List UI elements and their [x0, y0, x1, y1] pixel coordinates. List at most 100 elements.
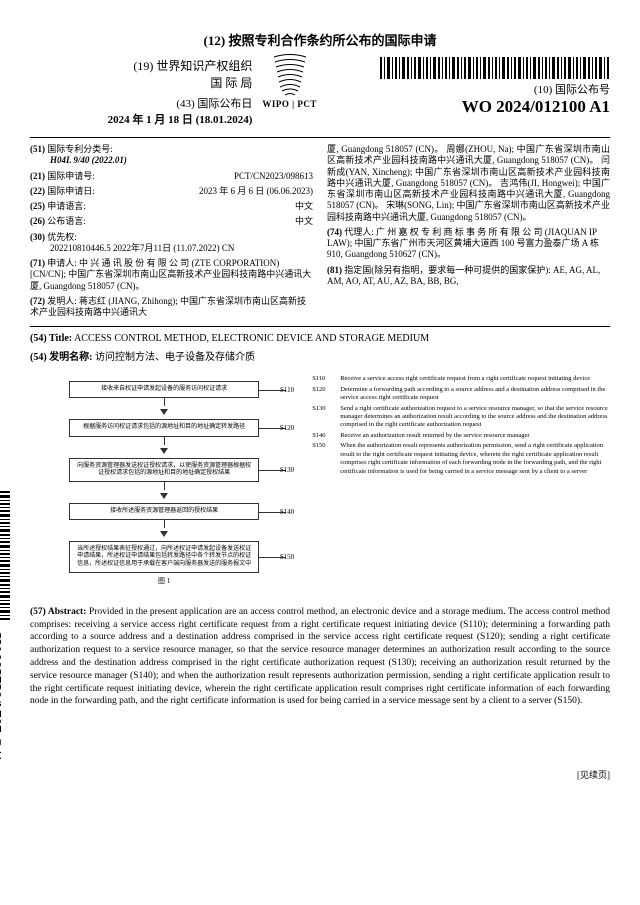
- flow-label-2: S120: [280, 424, 294, 432]
- header-right: (10) 国际公布号 WO 2024/012100 A1: [327, 57, 610, 117]
- field-26-txt: 公布语言:: [47, 216, 86, 226]
- field-51: (51) 国际专利分类号: H04L 9/40 (2022.01): [30, 144, 313, 167]
- flow-box-2-text: 根据服务访问权证请求包括的源地址和目的地址确定转发路径: [83, 424, 245, 430]
- wipo-logo-block: WIPO | PCT: [262, 53, 316, 109]
- field-81-txt: 指定国(除另有指明，要求每一种可提供的国家保护): AE, AG, AL, AM…: [327, 265, 600, 286]
- flow-box-1-text: 接收来自权证申请发起设备的服务访问权证请求: [101, 386, 227, 392]
- field-74-lbl: (74): [327, 227, 342, 237]
- step-row: S140Receive an authorization result retu…: [312, 432, 610, 440]
- field-30-lbl: (30): [30, 232, 45, 242]
- pub-date-value: 2024 年 1 月 18 日 (18.01.2024): [30, 111, 252, 127]
- field-74: (74) 代理人: 广 州 嘉 权 专 利 商 标 事 务 所 有 限 公 司 …: [327, 227, 610, 261]
- step-desc: When the authorization result represents…: [340, 442, 610, 476]
- flow-label-5: S150: [280, 553, 294, 561]
- wipo-logo-icon: [268, 53, 312, 99]
- right-column: 厦, Guangdong 518057 (CN)。 周娜(ZHOU, Na); …: [327, 144, 610, 322]
- pub-date-label: (43) 国际公布日: [30, 95, 252, 111]
- figure-caption: 图 1: [40, 576, 288, 586]
- step-desc: Determine a forwarding path according to…: [340, 386, 610, 403]
- inventors-continued: 厦, Guangdong 518057 (CN)。 周娜(ZHOU, Na); …: [327, 144, 610, 223]
- step-desc: Receive an authorization result returned…: [340, 432, 610, 440]
- field-30-val: 202210810446.5 2022年7月11日 (11.07.2022) C…: [30, 243, 313, 254]
- step-sn: S150: [312, 442, 340, 476]
- title-zh-lbl: (54) 发明名称:: [30, 352, 93, 363]
- field-21-txt: 国际申请号:: [47, 171, 95, 181]
- field-22: (22) 国际申请日: 2023 年 6 月 6 日 (06.06.2023): [30, 186, 313, 197]
- flow-label-1: S110: [280, 386, 294, 394]
- field-25-txt: 申请语言:: [47, 201, 86, 211]
- step-row: S150When the authorization result repres…: [312, 442, 610, 476]
- field-71: (71) 申请人: 中 兴 通 讯 股 份 有 限 公 司 (ZTE CORPO…: [30, 258, 313, 292]
- field-22-txt: 国际申请日:: [47, 186, 95, 196]
- title-zh-text: 访问控制方法、电子设备及存储介质: [95, 352, 255, 363]
- field-22-val: 2023 年 6 月 6 日 (06.06.2023): [199, 186, 313, 197]
- abstract: (57) Abstract: Provided in the present a…: [30, 606, 610, 709]
- title-en-text: ACCESS CONTROL METHOD, ELECTRONIC DEVICE…: [74, 333, 429, 344]
- title-zh: (54) 发明名称: 访问控制方法、电子设备及存储介质: [30, 348, 610, 363]
- side-barcode-block: WO 2024/012100 A1: [0, 403, 10, 763]
- step-text-block: S110Receive a service access right certi…: [312, 375, 610, 478]
- abstract-text: Provided in the present application are …: [30, 607, 610, 707]
- flow-box-3: 向服务资源管理器发送权证授权请求，以使服务资源管理器根据权证授权请求包括的源地址…: [69, 458, 259, 482]
- flowchart: 接收来自权证申请发起设备的服务访问权证请求 S110 根据服务访问权证请求包括的…: [30, 375, 298, 592]
- field-26-val: 中文: [295, 216, 313, 227]
- field-71-txt: 申请人: 中 兴 通 讯 股 份 有 限 公 司 (ZTE CORPORATIO…: [30, 258, 311, 291]
- step-row: S120Determine a forwarding path accordin…: [312, 386, 610, 403]
- divider: [30, 137, 610, 138]
- field-21-val: PCT/CN2023/098613: [234, 171, 313, 182]
- header-left: (19) 世界知识产权组织 国 际 局 (43) 国际公布日 2024 年 1 …: [30, 57, 252, 127]
- org-name-2: 国 际 局: [30, 74, 252, 91]
- flow-label-4: S140: [280, 507, 294, 515]
- page-header-title: (12) 按照专利合作条约所公布的国际申请: [30, 30, 610, 49]
- step-sn: S140: [312, 432, 340, 440]
- field-25-lbl: (25): [30, 201, 45, 211]
- flow-box-3-text: 向服务资源管理器发送权证授权请求，以使服务资源管理器根据权证授权请求包括的源地址…: [77, 463, 251, 476]
- field-30-txt: 优先权:: [47, 232, 77, 242]
- flow-box-4-text: 接收所述服务资源管理器返回的授权结果: [110, 508, 218, 514]
- figure-area: 接收来自权证申请发起设备的服务访问权证请求 S110 根据服务访问权证请求包括的…: [30, 375, 610, 592]
- field-72: (72) 发明人: 蒋志红 (JIANG, Zhihong); 中国广东省深圳市…: [30, 296, 313, 319]
- continued-label: [见续页]: [30, 768, 610, 781]
- divider: [30, 326, 610, 327]
- title-en-lbl: (54) Title:: [30, 333, 72, 344]
- field-25: (25) 申请语言: 中文: [30, 201, 313, 212]
- pubno-label: (10) 国际公布号: [327, 81, 610, 97]
- barcode-icon: [380, 57, 610, 79]
- flow-box-5-text: 当所述授权结果表征授权通过，向所述权证申请发起设备发送权证申请结果，所述权证申请…: [77, 546, 251, 566]
- flow-label-3: S130: [280, 466, 294, 474]
- side-barcode-icon: [0, 490, 10, 620]
- field-26-lbl: (26): [30, 216, 45, 226]
- step-row: S110Receive a service access right certi…: [312, 375, 610, 383]
- field-51-lbl: (51): [30, 144, 45, 154]
- bibliographic-columns: (51) 国际专利分类号: H04L 9/40 (2022.01) (21) 国…: [30, 144, 610, 322]
- field-21-lbl: (21): [30, 171, 45, 181]
- field-25-val: 中文: [295, 201, 313, 212]
- step-sn: S130: [312, 405, 340, 430]
- step-row: S130Send a right certificate authorizati…: [312, 405, 610, 430]
- publication-number: WO 2024/012100 A1: [327, 97, 610, 117]
- field-30: (30) 优先权: 202210810446.5 2022年7月11日 (11.…: [30, 232, 313, 255]
- flow-box-4: 接收所述服务资源管理器返回的授权结果 S140: [69, 503, 259, 520]
- field-51-txt: 国际专利分类号:: [47, 144, 113, 154]
- step-sn: S110: [312, 375, 340, 383]
- step-desc: Send a right certificate authorization r…: [340, 405, 610, 430]
- field-81-lbl: (81): [327, 265, 342, 275]
- flow-box-1: 接收来自权证申请发起设备的服务访问权证请求 S110: [69, 381, 259, 398]
- field-21: (21) 国际申请号: PCT/CN2023/098613: [30, 171, 313, 182]
- field-22-lbl: (22): [30, 186, 45, 196]
- field-81: (81) 指定国(除另有指明，要求每一种可提供的国家保护): AE, AG, A…: [327, 265, 610, 288]
- title-en: (54) Title: ACCESS CONTROL METHOD, ELECT…: [30, 333, 610, 344]
- header-row: (19) 世界知识产权组织 国 际 局 (43) 国际公布日 2024 年 1 …: [30, 57, 610, 127]
- field-72-lbl: (72): [30, 296, 45, 306]
- side-pubno: WO 2024/012100 A1: [0, 632, 6, 763]
- field-72-txt: 发明人: 蒋志红 (JIANG, Zhihong); 中国广东省深圳市南山区高新…: [30, 296, 306, 317]
- abstract-label: (57) Abstract:: [30, 607, 86, 617]
- wipo-logo-text: WIPO | PCT: [262, 99, 316, 109]
- left-column: (51) 国际专利分类号: H04L 9/40 (2022.01) (21) 国…: [30, 144, 313, 322]
- field-26: (26) 公布语言: 中文: [30, 216, 313, 227]
- flow-box-5: 当所述授权结果表征授权通过，向所述权证申请发起设备发送权证申请结果，所述权证申请…: [69, 541, 259, 573]
- flow-box-2: 根据服务访问权证请求包括的源地址和目的地址确定转发路径 S120: [69, 419, 259, 436]
- step-sn: S120: [312, 386, 340, 403]
- field-51-val: H04L 9/40 (2022.01): [30, 155, 313, 166]
- field-71-lbl: (71): [30, 258, 45, 268]
